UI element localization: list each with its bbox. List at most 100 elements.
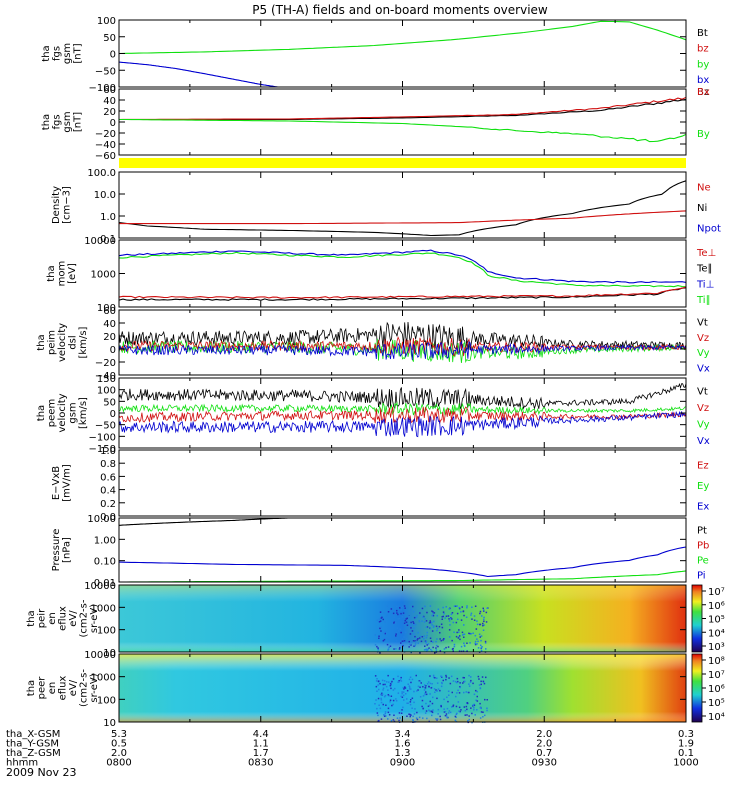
y-tick-label: 20 (103, 107, 116, 118)
y-tick-label: −20 (95, 129, 116, 140)
legend-Ti⊥: Ti⊥ (696, 279, 714, 290)
y-tick-label: 150 (97, 374, 116, 385)
y-axis-label: sr-eV) (89, 673, 100, 702)
axis-row-value: 0.1 (678, 748, 694, 759)
series-bx (118, 61, 278, 88)
colorbar-tick-label: 10⁷ (708, 670, 725, 681)
colorbar (691, 653, 703, 723)
y-tick-label: −150 (89, 444, 116, 455)
colorbar-tick-label: 10⁴ (708, 712, 725, 723)
colorbar-tick-label: 10⁸ (708, 656, 725, 667)
legend-Pt: Pt (697, 526, 707, 537)
colorbar-tick-label: 10⁷ (708, 587, 725, 598)
legend-Bx: Bx (697, 87, 710, 98)
colorbar-tick-label: 10³ (708, 642, 725, 653)
colorbar (691, 584, 703, 653)
y-tick-label: 0.8 (100, 459, 116, 470)
y-tick-label: 0.6 (100, 472, 116, 483)
y-axis-label: peer (37, 676, 48, 700)
panel-5: Vt Vz Vy Vx 60 40 20 0 −20 −40 tha peim velocity dsl[… (36, 306, 710, 382)
axis-row-label: tha_Z-GSM (6, 748, 61, 759)
y-axis-label: tha (36, 334, 47, 350)
legend-Bz: Bz (697, 87, 709, 98)
panel-frame (118, 517, 687, 583)
axis-row-value: 1.9 (678, 739, 694, 750)
y-axis-label: tha (41, 114, 52, 130)
y-axis-label: sr-eV) (89, 604, 100, 633)
panel-8: Pt Pb Pe Pi 10.00 1.00 0.10 0.01 Pressure [nPa] (51, 514, 709, 589)
axis-row-label: tha_X-GSM (6, 729, 60, 740)
y-tick-label: 10000 (84, 581, 116, 592)
y-axis-label: [km/s] (78, 397, 89, 429)
colorbar-tick-label: 10⁴ (708, 628, 725, 639)
y-axis-label: [nPa] (62, 537, 73, 563)
axis-row-value: 4.4 (253, 729, 269, 740)
y-tick-label: −50 (95, 421, 116, 432)
legend-Vz: Vz (697, 333, 709, 344)
series-Ni (118, 180, 687, 237)
axis-row-value: 0.7 (536, 748, 552, 759)
panel-frame (118, 88, 687, 156)
y-tick-label: 100 (97, 16, 116, 27)
y-tick-label: 10 (103, 718, 116, 729)
legend-Ez: Ez (697, 460, 709, 471)
axis-row-value: 2.0 (111, 748, 127, 759)
legend-Ex: Ex (697, 502, 709, 513)
legend-bz: bz (697, 44, 709, 55)
y-tick-label: 20 (103, 332, 116, 343)
legend-Te⊥: Te⊥ (696, 248, 716, 259)
axis-row-value: 2.0 (536, 739, 552, 750)
y-axis-label: mom (57, 261, 68, 287)
y-axis-label: fgs (52, 114, 63, 129)
y-tick-label: 40 (103, 319, 116, 330)
y-tick-label: 1000 (91, 270, 116, 281)
y-axis-label: tha (41, 45, 52, 61)
series-Vz (118, 406, 687, 424)
axis-row-value: 1.6 (395, 739, 411, 750)
y-axis-label: peim (47, 330, 58, 355)
legend-Vy: Vy (697, 419, 710, 430)
legend-Ti∥: Ti∥ (696, 295, 711, 306)
y-axis-label: gsm (62, 111, 73, 132)
y-axis-label: Pressure (51, 529, 62, 572)
y-tick-label: 1.0 (100, 212, 116, 223)
y-tick-label: 60 (103, 85, 116, 96)
series-Te∥ (118, 287, 687, 301)
y-tick-label: 10000 (84, 236, 116, 247)
y-axis-label: eflux (58, 606, 69, 631)
y-axis-label: [eV] (67, 263, 78, 284)
y-axis-label: velocity (57, 393, 68, 432)
legend-Vx: Vx (697, 363, 710, 374)
y-tick-label: 100 (97, 386, 116, 397)
y-tick-label: 0 (110, 345, 116, 356)
legend-by: by (697, 59, 709, 70)
legend-Pi: Pi (697, 571, 706, 582)
y-tick-label: −100 (89, 83, 116, 94)
legend-Ne: Ne (697, 182, 711, 193)
axis-row-value: 0830 (248, 758, 273, 769)
axis-row-value: 1.1 (253, 739, 269, 750)
axis-row-value: 0900 (390, 758, 415, 769)
y-tick-label: 1000 (91, 673, 116, 684)
series-Vy (118, 401, 687, 416)
series-Ti∥ (118, 251, 687, 288)
y-axis-label: gsm (62, 43, 73, 64)
y-tick-label: 0.4 (100, 486, 116, 497)
legend-Vt: Vt (697, 386, 708, 397)
y-axis-label: tha (26, 680, 37, 696)
y-axis-label: [cm−3] (62, 186, 73, 224)
y-tick-label: 0 (110, 118, 116, 129)
y-axis-label: [nT] (73, 112, 84, 132)
y-tick-label: 10000 (84, 650, 116, 661)
colorbar-tick-label: 10⁵ (708, 615, 725, 626)
y-tick-label: 50 (103, 33, 116, 44)
axis-row-value: 0930 (532, 758, 557, 769)
axis-row-label: tha_Y-GSM (6, 739, 59, 750)
panel-frame (118, 449, 687, 517)
axis-row-value: 1.7 (253, 748, 269, 759)
y-tick-label: 10.0 (94, 190, 116, 201)
series-Vt (118, 321, 687, 352)
legend-Vy: Vy (697, 348, 710, 359)
date-label: 2009 Nov 23 (6, 766, 76, 779)
